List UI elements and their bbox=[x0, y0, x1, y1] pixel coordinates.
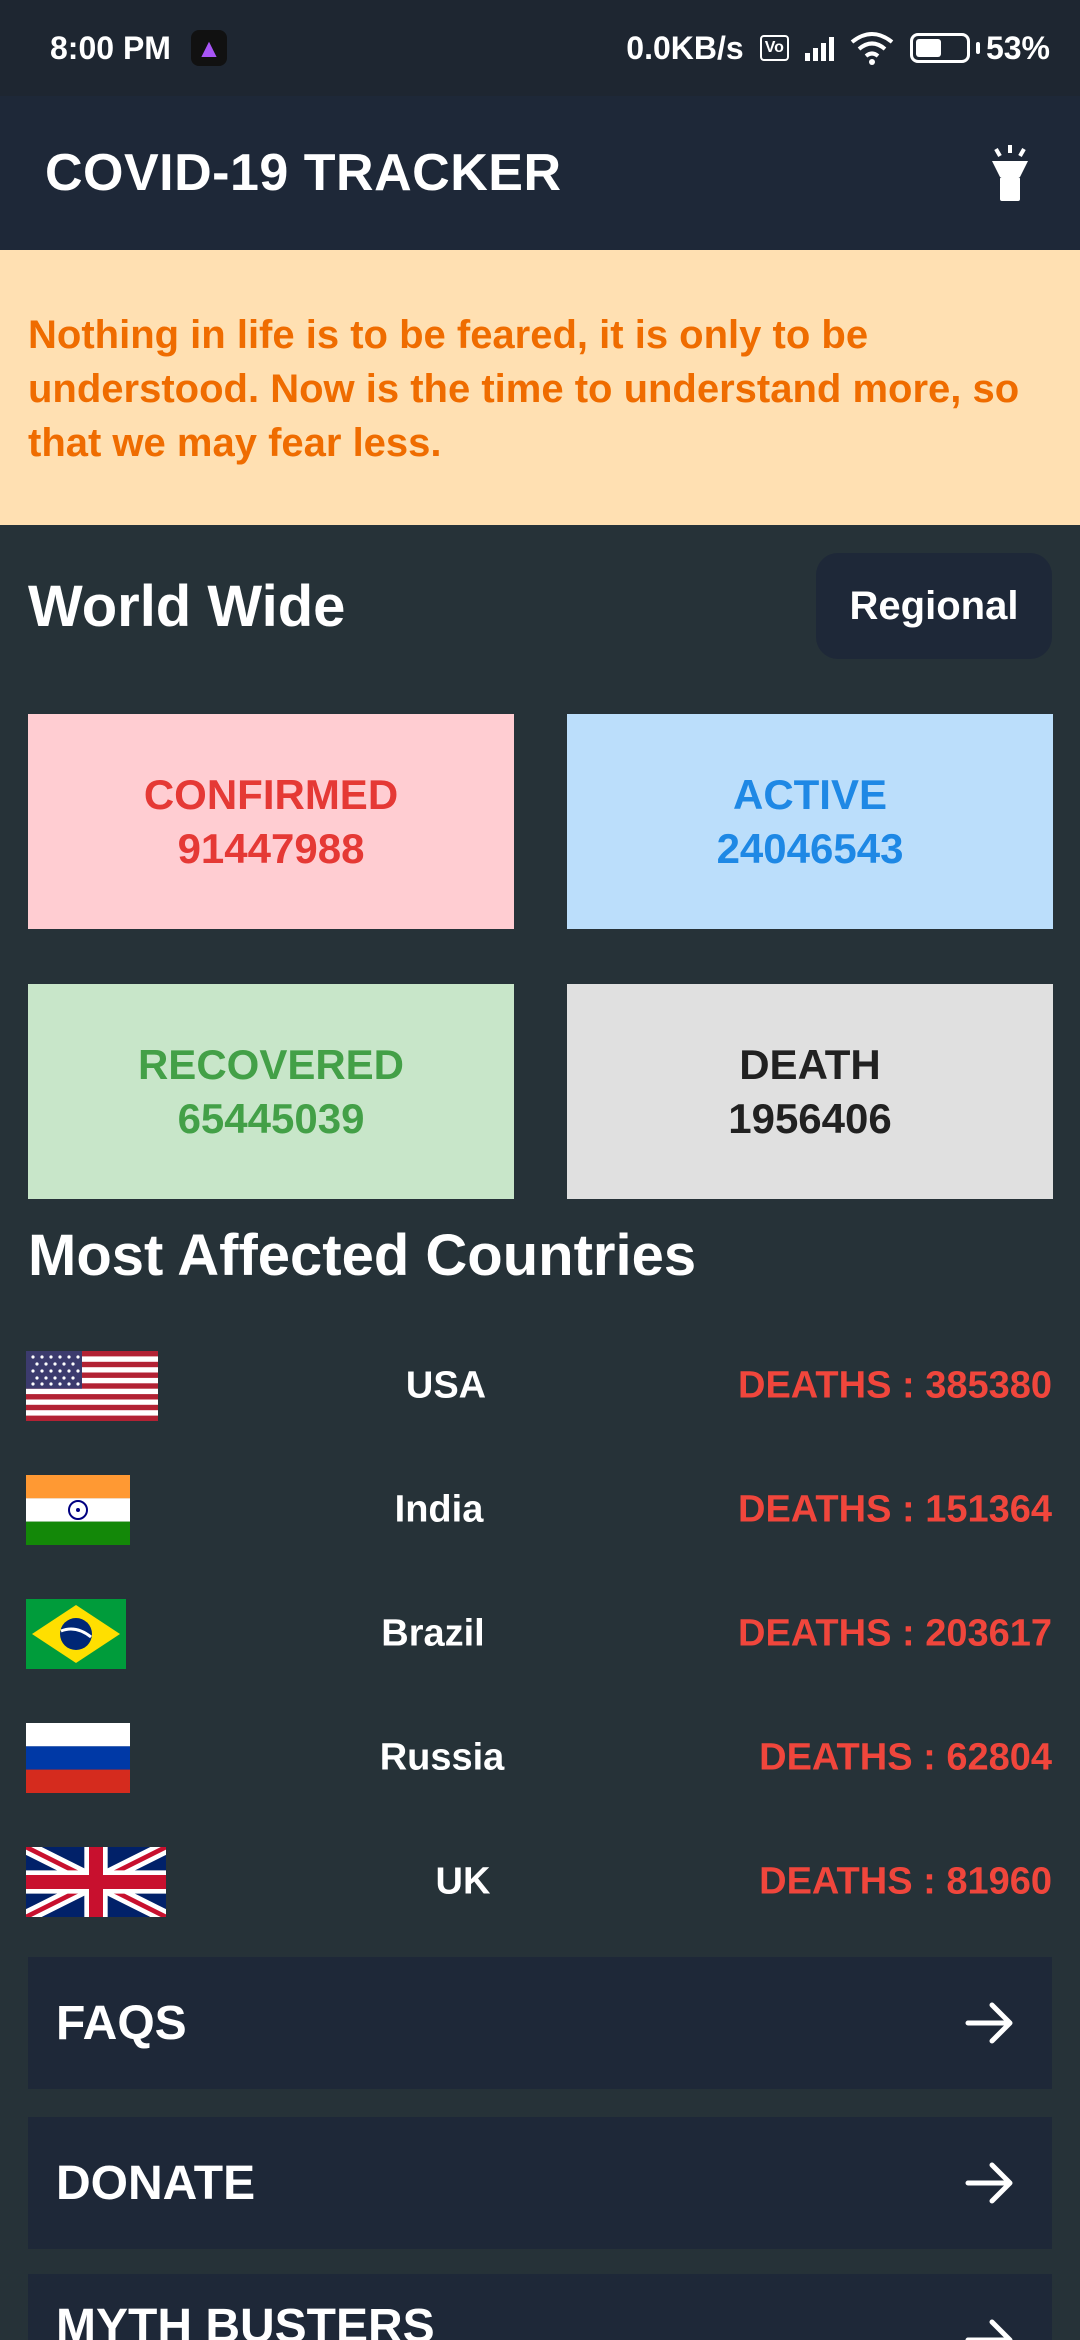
confirmed-card: CONFIRMED 91447988 bbox=[28, 714, 514, 929]
country-name: Brazil bbox=[381, 1612, 485, 1655]
myth-busters-button[interactable]: MYTH BUSTERS bbox=[28, 2274, 1052, 2340]
arrow-right-icon bbox=[965, 2319, 1013, 2340]
world-wide-title: World Wide bbox=[28, 573, 346, 639]
country-deaths: DEATHS : 151364 bbox=[738, 1488, 1052, 1531]
network-speed: 0.0KB/s bbox=[626, 29, 744, 66]
death-label: DEATH bbox=[739, 1040, 881, 1088]
battery-percent: 53% bbox=[985, 29, 1050, 66]
regional-button[interactable]: Regional bbox=[816, 553, 1052, 659]
flashlight-icon bbox=[992, 145, 1028, 201]
country-name: Russia bbox=[379, 1736, 505, 1779]
arrow-right-icon bbox=[965, 2002, 1013, 2044]
signal-icon bbox=[804, 35, 834, 61]
country-row: Brazil DEATHS : 203617 bbox=[26, 1594, 1052, 1674]
country-deaths: DEATHS : 62804 bbox=[759, 1736, 1052, 1779]
country-name: UK bbox=[435, 1860, 491, 1903]
recovered-value: 65445039 bbox=[177, 1094, 365, 1142]
faqs-button[interactable]: FAQS bbox=[28, 1957, 1052, 2089]
battery-icon bbox=[909, 33, 970, 63]
world-wide-header: World Wide Regional bbox=[28, 552, 1052, 660]
donate-label: DONATE bbox=[56, 2156, 256, 2210]
confirmed-value: 91447988 bbox=[177, 824, 365, 872]
country-name: India bbox=[394, 1488, 484, 1531]
arrow-right-icon bbox=[965, 2162, 1013, 2204]
myth-busters-label: MYTH BUSTERS bbox=[56, 2300, 435, 2340]
faqs-label: FAQS bbox=[56, 1996, 187, 2050]
app-bar: COVID-19 TRACKER bbox=[0, 96, 1080, 250]
brazil-flag-icon bbox=[26, 1599, 126, 1669]
death-value: 1956406 bbox=[728, 1094, 892, 1142]
death-card: DEATH 1956406 bbox=[567, 984, 1053, 1199]
usa-flag-icon bbox=[26, 1351, 158, 1421]
flashlight-button[interactable] bbox=[980, 138, 1040, 208]
recovered-label: RECOVERED bbox=[137, 1040, 405, 1088]
wifi-icon bbox=[850, 32, 894, 65]
status-time: 8:00 PM bbox=[50, 29, 171, 66]
country-row: USA DEATHS : 385380 bbox=[26, 1346, 1052, 1426]
country-name: USA bbox=[405, 1364, 487, 1407]
volte-icon: Vo bbox=[759, 35, 789, 61]
status-left: 8:00 PM ▲ bbox=[50, 30, 227, 67]
donate-button[interactable]: DONATE bbox=[28, 2117, 1052, 2249]
quote-banner: Nothing in life is to be feared, it is o… bbox=[0, 250, 1080, 525]
india-flag-icon bbox=[26, 1475, 130, 1545]
status-right: 0.0KB/s Vo 53% bbox=[626, 30, 1050, 67]
battery-indicator: 53% bbox=[909, 29, 1050, 67]
russia-flag-icon bbox=[26, 1723, 130, 1793]
country-deaths: DEATHS : 81960 bbox=[759, 1860, 1052, 1903]
recovered-card: RECOVERED 65445039 bbox=[28, 984, 514, 1199]
active-label: ACTIVE bbox=[732, 770, 887, 818]
country-row: UK DEATHS : 81960 bbox=[26, 1842, 1052, 1922]
active-value: 24046543 bbox=[716, 824, 904, 872]
confirmed-label: CONFIRMED bbox=[143, 770, 399, 818]
most-affected-title: Most Affected Countries bbox=[28, 1223, 697, 1288]
active-card: ACTIVE 24046543 bbox=[567, 714, 1053, 929]
country-deaths: DEATHS : 203617 bbox=[738, 1612, 1052, 1655]
country-row: India DEATHS : 151364 bbox=[26, 1470, 1052, 1550]
country-row: Russia DEATHS : 62804 bbox=[26, 1718, 1052, 1798]
app-title: COVID-19 TRACKER bbox=[45, 144, 562, 202]
app-notification-icon: ▲ bbox=[190, 30, 227, 66]
uk-flag-icon bbox=[26, 1847, 166, 1917]
status-bar: 8:00 PM ▲ 0.0KB/s Vo 53% bbox=[0, 0, 1080, 96]
quote-text: Nothing in life is to be feared, it is o… bbox=[28, 313, 1020, 465]
country-deaths: DEATHS : 385380 bbox=[738, 1364, 1052, 1407]
